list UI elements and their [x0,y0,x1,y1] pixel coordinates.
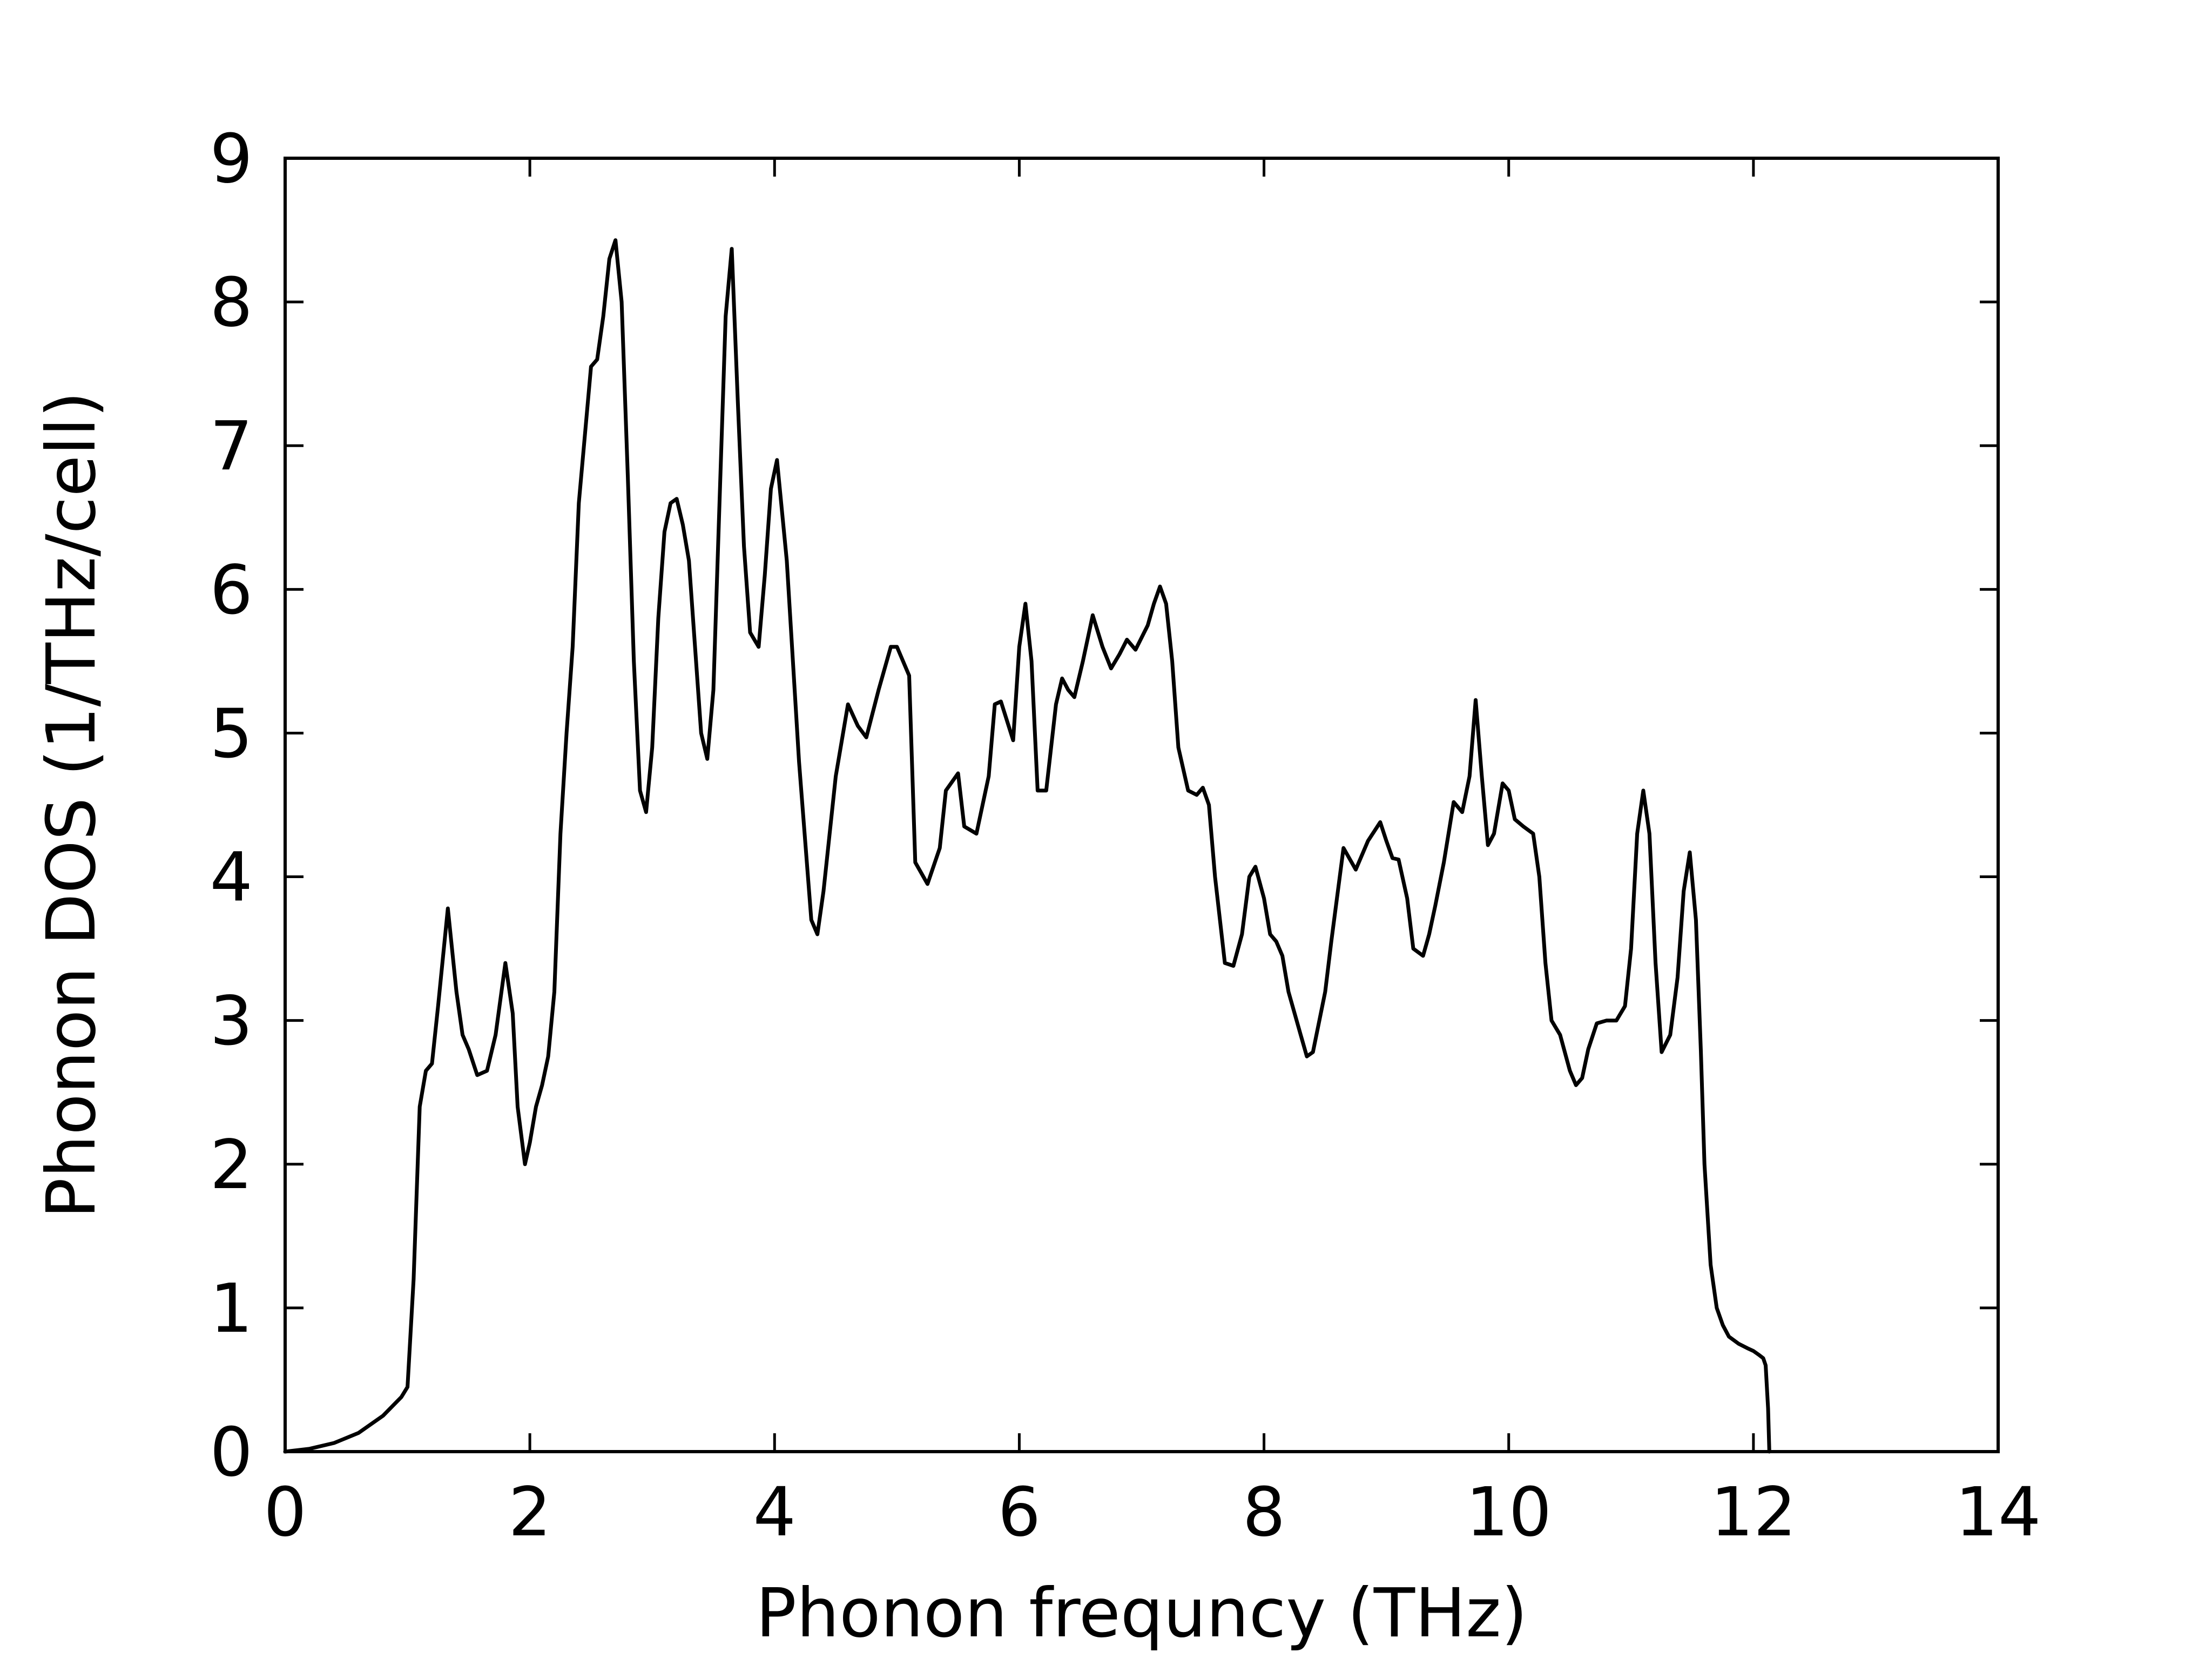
series-line-phonon-dos [283,238,1771,1454]
y-tick-label: 2 [210,1126,253,1204]
y-tick-label: 0 [210,1413,253,1492]
x-tick-label: 8 [1243,1473,1286,1552]
x-tick-label: 2 [508,1473,551,1552]
y-tick-label: 9 [210,120,253,198]
y-tick-label: 8 [210,264,253,342]
y-tick-label: 4 [210,839,253,917]
x-tick-label: 12 [1710,1473,1796,1552]
y-axis-title: Phonon DOS (1/THz/cell) [32,392,111,1219]
y-tick-label: 3 [210,982,253,1061]
x-tick-label: 14 [1955,1473,2041,1552]
y-tick-label: 5 [210,694,253,773]
y-tick-label: 7 [210,407,253,485]
x-tick-label: 10 [1466,1473,1552,1552]
tick-marks [284,157,2000,1453]
x-tick-label: 4 [753,1473,797,1552]
y-tick-label: 6 [210,551,253,629]
x-axis-title: Phonon frequncy (THz) [756,1574,1527,1653]
x-tick-label: 0 [264,1473,307,1552]
x-tick-label: 6 [998,1473,1041,1552]
y-tick-label: 1 [210,1270,253,1348]
plot-area-frame [284,157,2000,1453]
